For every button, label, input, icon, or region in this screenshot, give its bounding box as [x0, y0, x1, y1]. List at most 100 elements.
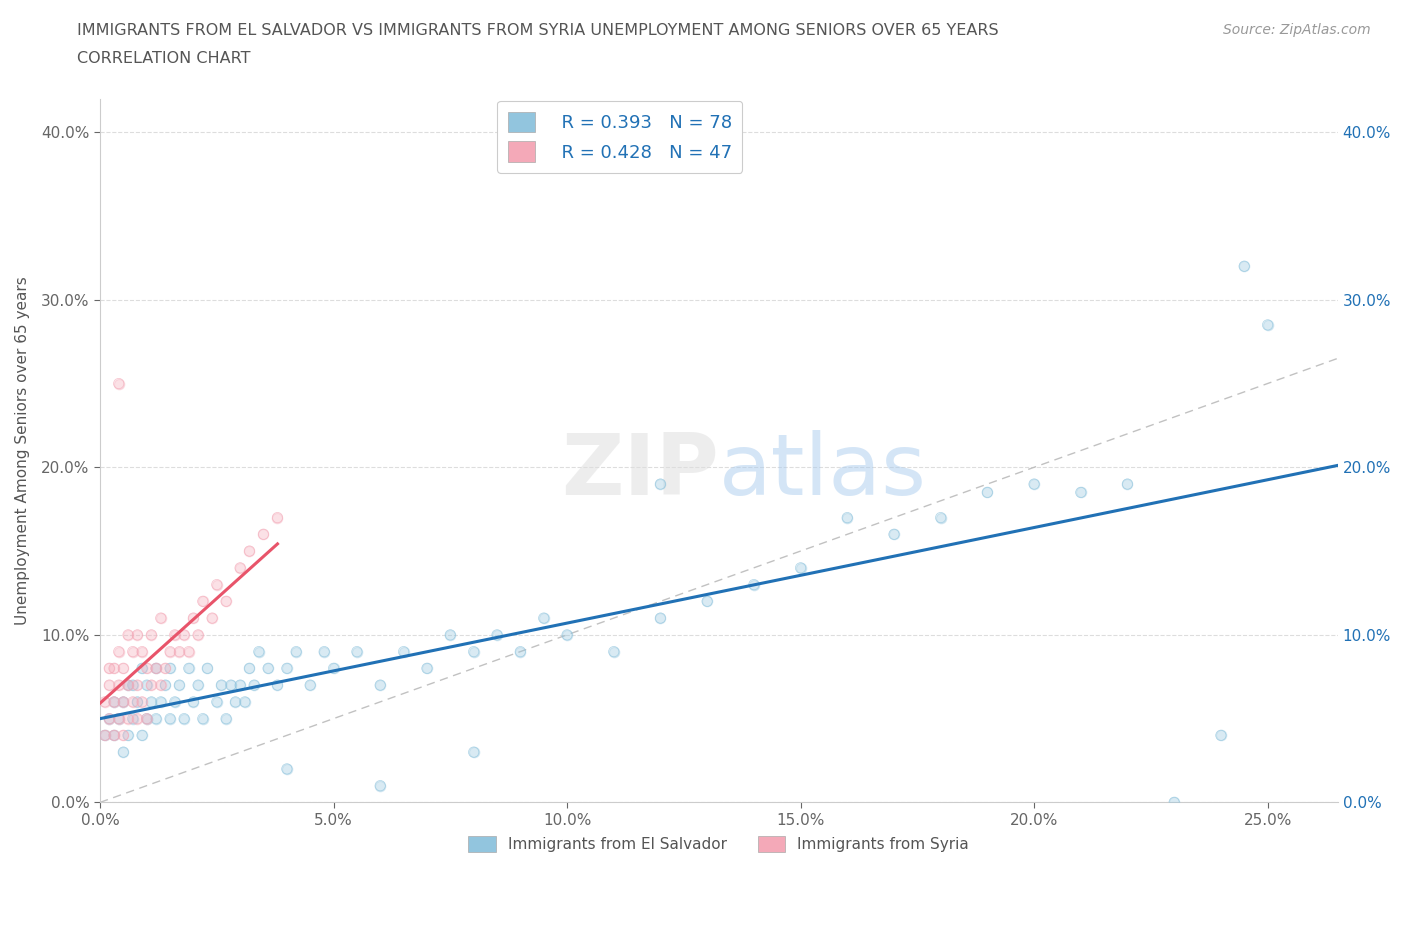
Point [368, 778, 391, 793]
Point [177, 644, 200, 659]
Point [205, 695, 228, 710]
Point [127, 628, 149, 643]
Point [183, 611, 205, 626]
Point [789, 561, 811, 576]
Point [107, 711, 129, 726]
Point [1257, 317, 1279, 332]
Point [247, 644, 270, 659]
Point [149, 695, 172, 710]
Point [131, 644, 153, 659]
Point [117, 678, 139, 693]
Point [112, 661, 135, 676]
Point [145, 661, 167, 676]
Point [107, 711, 129, 726]
Point [187, 678, 209, 693]
Point [107, 644, 129, 659]
Point [285, 644, 308, 659]
Point [98, 711, 121, 726]
Point [215, 594, 238, 609]
Point [103, 728, 125, 743]
Point [103, 728, 125, 743]
Point [187, 678, 209, 693]
Point [112, 695, 135, 710]
Point [976, 485, 998, 499]
Point [107, 376, 129, 391]
Point [696, 594, 718, 609]
Point [392, 644, 415, 659]
Point [266, 511, 288, 525]
Point [103, 728, 125, 743]
Point [276, 661, 298, 676]
Point [368, 678, 391, 693]
Point [257, 661, 280, 676]
Point [266, 678, 288, 693]
Point [169, 678, 191, 693]
Point [117, 628, 139, 643]
Point [93, 728, 115, 743]
Point [135, 661, 157, 676]
Point [112, 695, 135, 710]
Point [929, 511, 952, 525]
Point [121, 711, 143, 726]
Text: atlas: atlas [718, 431, 927, 513]
Point [346, 644, 368, 659]
Point [163, 628, 186, 643]
Point [141, 678, 163, 693]
Point [219, 678, 242, 693]
Point [177, 644, 200, 659]
Point [131, 728, 153, 743]
Point [131, 661, 153, 676]
Point [266, 511, 288, 525]
Point [145, 711, 167, 726]
Text: ZIP: ZIP [561, 431, 718, 513]
Point [107, 711, 129, 726]
Point [169, 644, 191, 659]
Point [837, 511, 859, 525]
Point [135, 711, 157, 726]
Point [112, 728, 135, 743]
Point [368, 678, 391, 693]
Point [112, 695, 135, 710]
Point [224, 695, 246, 710]
Point [141, 628, 163, 643]
Point [163, 628, 186, 643]
Point [117, 678, 139, 693]
Point [131, 695, 153, 710]
Point [141, 678, 163, 693]
Point [127, 711, 149, 726]
Point [238, 544, 260, 559]
Point [1070, 485, 1092, 499]
Point [163, 695, 186, 710]
Point [173, 628, 195, 643]
Point [314, 644, 336, 659]
Point [127, 678, 149, 693]
Point [238, 661, 260, 676]
Point [463, 745, 485, 760]
Point [191, 711, 214, 726]
Point [229, 678, 252, 693]
Point [98, 711, 121, 726]
Point [883, 527, 905, 542]
Point [485, 628, 508, 643]
Point [135, 711, 157, 726]
Point [1257, 317, 1279, 332]
Point [183, 611, 205, 626]
Point [742, 578, 765, 592]
Point [93, 728, 115, 743]
Point [98, 711, 121, 726]
Point [149, 611, 172, 626]
Point [121, 678, 143, 693]
Point [159, 661, 181, 676]
Point [155, 678, 177, 693]
Point [201, 611, 224, 626]
Legend: Immigrants from El Salvador, Immigrants from Syria: Immigrants from El Salvador, Immigrants … [463, 830, 976, 858]
Point [121, 695, 143, 710]
Point [197, 661, 219, 676]
Point [145, 661, 167, 676]
Point [112, 745, 135, 760]
Point [135, 678, 157, 693]
Point [131, 695, 153, 710]
Point [233, 695, 256, 710]
Point [201, 611, 224, 626]
Point [224, 695, 246, 710]
